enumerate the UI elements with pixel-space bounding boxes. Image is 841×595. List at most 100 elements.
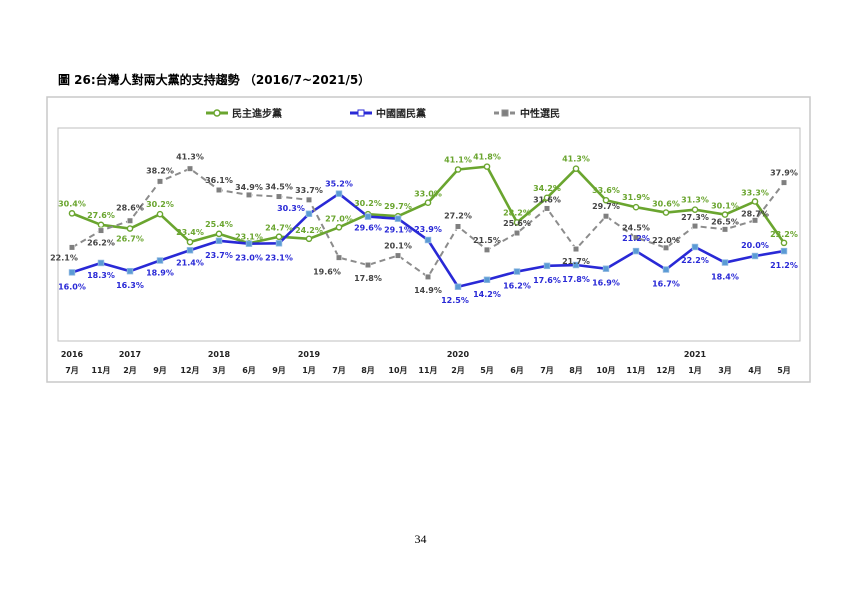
kmt-marker: [275, 240, 283, 247]
month-label: 12月: [656, 366, 675, 375]
data-label: 20.0%: [741, 241, 769, 250]
legend-label-0: 民主進步黨: [232, 107, 282, 120]
data-label: 33.7%: [295, 186, 323, 195]
kmt-marker: [215, 237, 223, 245]
data-label: 23.9%: [414, 225, 442, 234]
kmt-marker: [602, 265, 610, 272]
month-label: 11月: [91, 366, 110, 375]
data-label: 16.3%: [116, 281, 144, 290]
kmt-marker: [186, 247, 194, 254]
neutral-marker: [68, 244, 76, 251]
data-label: 31.6%: [533, 195, 561, 204]
figure-title: 圖 26:台灣人對兩大黨的支持趨勢 （2016/7~2021/5）: [58, 73, 371, 87]
data-label: 27.0%: [325, 214, 353, 223]
data-label: 23.7%: [205, 251, 233, 260]
neutral-marker: [97, 227, 105, 234]
dpp-marker: [335, 223, 343, 231]
dpp-marker: [543, 194, 551, 202]
dpp-marker: [721, 211, 729, 218]
neutral-marker: [305, 196, 313, 203]
legend: 民主進步黨 中國國民黨 中性選民: [206, 107, 560, 120]
data-label: 41.8%: [473, 153, 501, 162]
data-label: 33.0%: [414, 190, 442, 199]
month-label: 8月: [569, 366, 583, 375]
month-label: 9月: [272, 366, 286, 375]
kmt-marker: [364, 213, 372, 220]
neutral-marker: [632, 234, 640, 241]
legend-marker-2: [501, 109, 509, 117]
data-label: 34.9%: [235, 183, 263, 192]
neutral-marker: [751, 217, 759, 224]
data-label: 27.3%: [681, 213, 709, 222]
neutral-marker: [156, 178, 164, 185]
data-label: 34.5%: [265, 183, 293, 192]
kmt-marker: [543, 262, 551, 270]
dpp-marker: [572, 165, 580, 172]
neutral-marker: [513, 229, 521, 237]
dpp-marker: [186, 238, 194, 246]
data-label: 12.5%: [441, 296, 469, 305]
data-label: 35.2%: [325, 180, 353, 189]
dpp-marker: [751, 198, 759, 205]
kmt-marker: [751, 252, 759, 260]
data-label: 33.3%: [741, 188, 769, 197]
kmt-marker: [721, 259, 729, 266]
legend-marker-1: [357, 109, 365, 117]
neutral-marker: [186, 165, 194, 172]
data-label: 16.0%: [58, 282, 86, 291]
data-label: 41.3%: [176, 153, 204, 162]
data-label: 28.6%: [116, 204, 144, 213]
dpp-marker: [156, 210, 164, 218]
data-label: 21.7%: [562, 257, 590, 266]
dpp-marker: [632, 203, 640, 211]
data-label: 25.6%: [503, 219, 531, 228]
year-label: 2019: [298, 350, 321, 359]
kmt-marker: [97, 259, 105, 267]
data-label: 37.9%: [770, 169, 798, 178]
dpp-marker: [513, 219, 521, 226]
neutral-marker: [483, 246, 491, 253]
month-label: 1月: [302, 366, 316, 375]
kmt-marker: [245, 240, 253, 247]
month-label: 11月: [418, 366, 437, 375]
neutral-marker: [662, 244, 670, 251]
data-label: 31.3%: [681, 196, 709, 205]
neutral-marker: [364, 261, 372, 269]
data-label: 26.7%: [116, 235, 144, 244]
data-label: 17.8%: [562, 275, 590, 284]
month-label: 5月: [777, 366, 791, 375]
kmt-marker: [691, 243, 699, 251]
neutral-marker: [721, 226, 729, 233]
legend-marker-0: [213, 109, 221, 117]
kmt-marker: [483, 276, 491, 283]
month-label: 6月: [510, 366, 524, 375]
data-label: 38.2%: [146, 166, 174, 175]
data-label: 23.2%: [770, 230, 798, 239]
data-label: 29.7%: [592, 202, 620, 211]
data-label: 27.2%: [444, 211, 472, 220]
data-label: 14.2%: [473, 290, 501, 299]
data-label: 34.2%: [533, 184, 561, 193]
year-label: 2018: [208, 350, 231, 359]
data-label: 29.7%: [384, 202, 412, 211]
dpp-marker: [97, 221, 105, 229]
data-label: 21.5%: [473, 236, 501, 245]
neutral-marker: [454, 223, 462, 230]
year-label: 2017: [119, 350, 141, 359]
data-label: 21.2%: [770, 261, 798, 270]
data-label: 19.6%: [313, 268, 341, 277]
x-axis: 2016 2017 2018 2019 2020 2021 7月 11月 2月 9月 12月 3月 6月…: [61, 350, 791, 375]
data-label: 31.9%: [622, 193, 650, 202]
month-label: 4月: [748, 366, 762, 375]
neutral-marker: [275, 193, 283, 200]
data-label: 22.1%: [50, 253, 78, 262]
month-label: 1月: [688, 366, 702, 375]
neutral-marker: [215, 186, 223, 194]
month-label: 8月: [361, 366, 375, 375]
data-label: 29.6%: [354, 224, 382, 233]
data-label: 23.1%: [265, 253, 293, 262]
month-label: 9月: [153, 366, 167, 375]
kmt-marker: [454, 283, 462, 290]
data-label: 24.7%: [265, 224, 293, 233]
neutral-marker: [602, 213, 610, 220]
